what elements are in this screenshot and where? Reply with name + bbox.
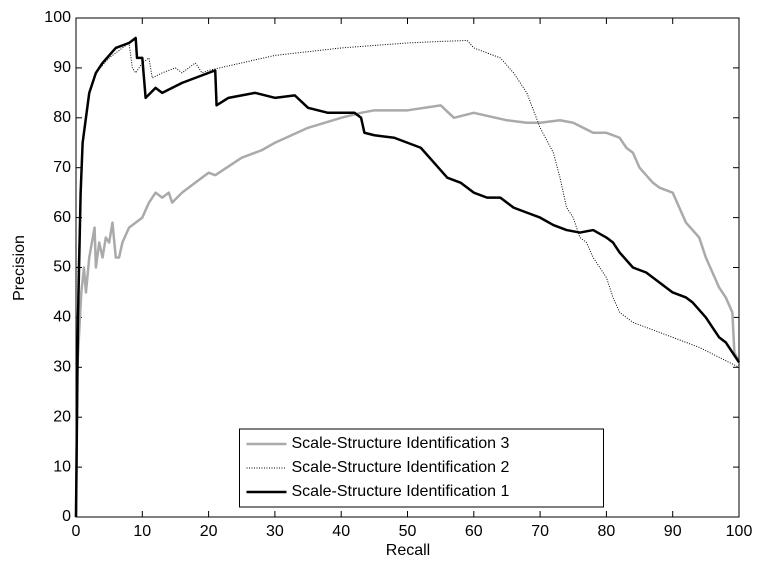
legend-label: Scale-Structure Identification 2: [292, 459, 510, 476]
y-tick-label: 50: [53, 259, 71, 276]
y-tick-label: 80: [53, 109, 71, 126]
y-tick-label: 10: [53, 458, 71, 475]
x-tick-label: 80: [598, 523, 616, 540]
plot-frame: [75, 17, 740, 518]
legend-label: Scale-Structure Identification 1: [292, 483, 510, 500]
legend-box: [239, 428, 604, 508]
x-tick-label: 60: [465, 523, 483, 540]
y-tick-label: 90: [53, 59, 71, 76]
y-tick-label: 20: [53, 408, 71, 425]
x-tick-label: 100: [726, 523, 753, 540]
y-tick-label: 40: [53, 309, 71, 326]
y-tick-label: 100: [44, 9, 71, 26]
x-tick-label: 50: [399, 523, 417, 540]
series-line: [74, 104, 741, 518]
x-tick-label: 20: [200, 523, 218, 540]
x-tick-label: 90: [664, 523, 682, 540]
series-line: [74, 36, 741, 518]
x-tick-label: 70: [531, 523, 549, 540]
y-tick-label: 30: [53, 359, 71, 376]
x-tick-label: 30: [266, 523, 284, 540]
x-tick-label: 40: [332, 523, 350, 540]
x-tick-label: 0: [72, 523, 81, 540]
x-axis-label: Recall: [386, 542, 430, 559]
x-tick-label: 10: [133, 523, 151, 540]
y-axis-label: Precision: [11, 235, 28, 301]
y-tick-label: 60: [53, 209, 71, 226]
series-line: [75, 39, 740, 518]
legend-label: Scale-Structure Identification 3: [292, 435, 510, 452]
y-tick-label: 0: [62, 508, 71, 525]
y-tick-label: 70: [53, 159, 71, 176]
